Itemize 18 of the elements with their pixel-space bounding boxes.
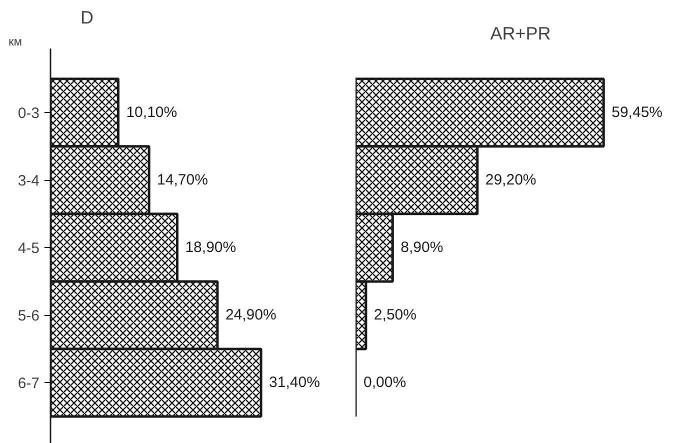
chart-title: D: [80, 8, 94, 28]
y-axis-title: км: [8, 34, 22, 48]
y-tick-label: 0-3: [18, 105, 40, 122]
y-tick-label: 5-6: [18, 308, 40, 325]
data-label: 14,70%: [157, 172, 208, 189]
data-label: 2,50%: [374, 306, 416, 324]
data-label: 0,00%: [364, 374, 406, 392]
chart-title: AR+PR: [490, 24, 551, 44]
data-label: 24,90%: [225, 306, 276, 324]
y-tick-label: 4-5: [18, 240, 40, 258]
data-label: 29,20%: [485, 172, 536, 189]
data-label: 8,90%: [400, 239, 444, 256]
data-label: 10,10%: [126, 104, 178, 122]
data-label: 59,45%: [612, 104, 662, 122]
y-tick-label: 6-7: [18, 375, 40, 392]
y-tick-label: 3-4: [18, 172, 40, 190]
data-label: 18,90%: [185, 239, 236, 256]
data-label: 31,40%: [269, 374, 320, 392]
